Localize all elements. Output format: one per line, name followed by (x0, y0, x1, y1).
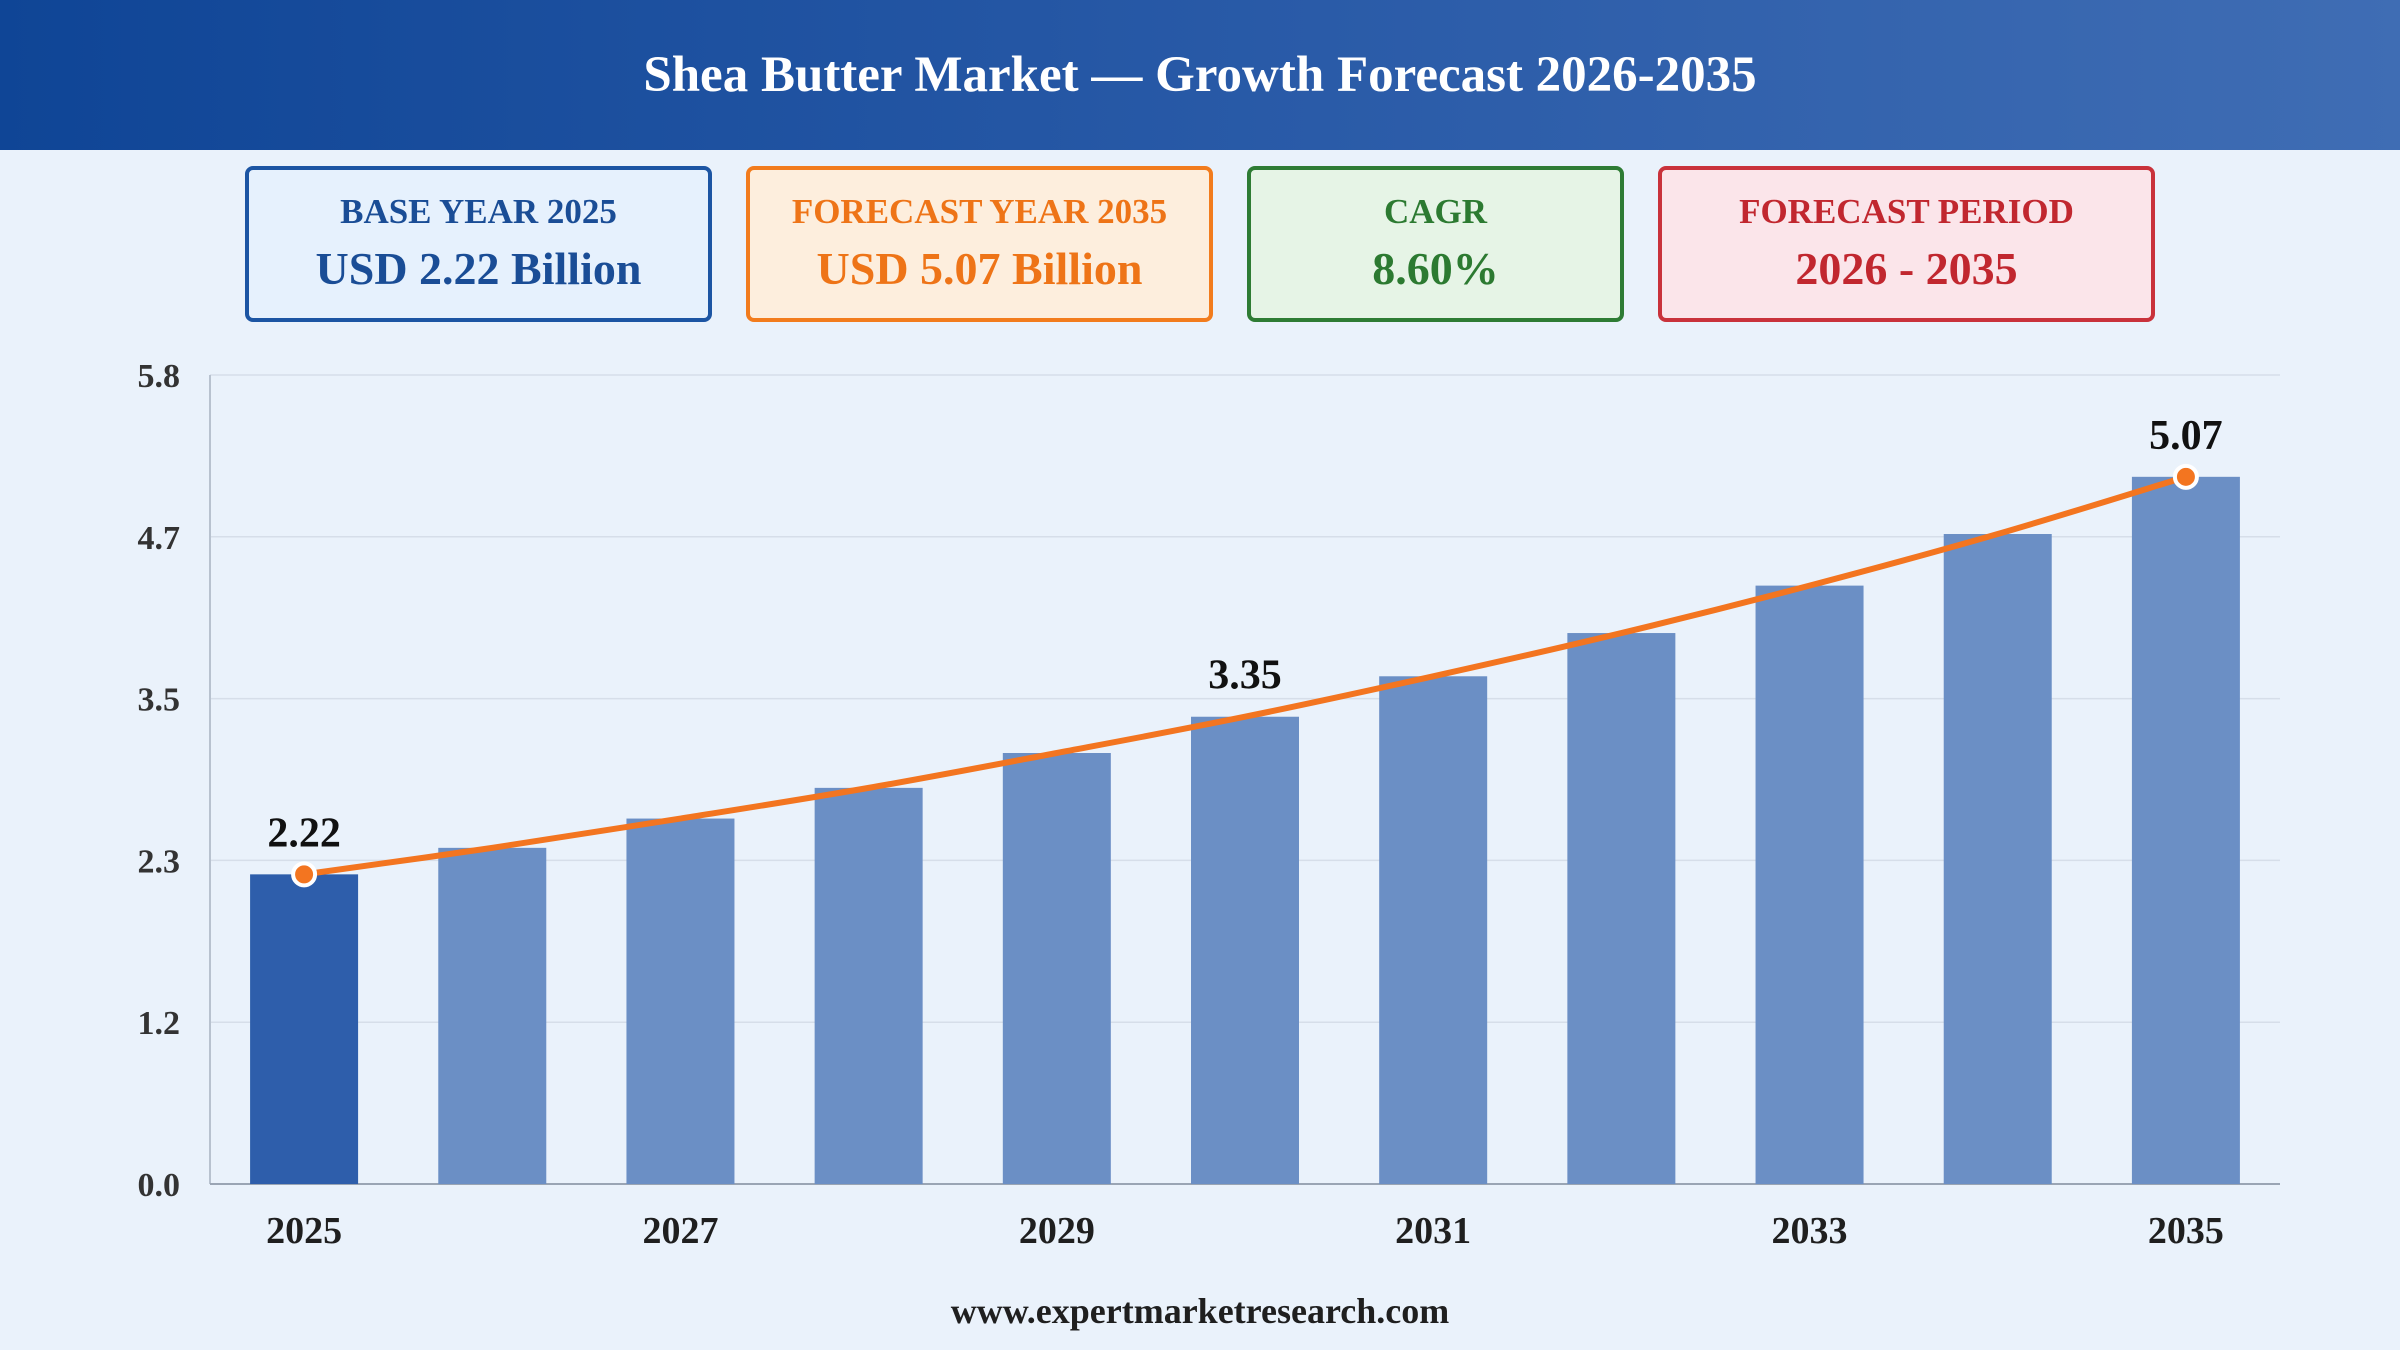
kpi-base-value: USD 2.22 Billion (315, 242, 642, 294)
kpi-cagr-label: CAGR (1383, 192, 1488, 232)
kpi-card-base-year: BASE YEAR 2025 USD 2.22 Billion (245, 166, 712, 322)
x-tick-label: 2025 (266, 1210, 342, 1252)
x-tick-label: 2033 (1772, 1210, 1848, 1252)
kpi-period-label: FORECAST PERIOD (1739, 192, 2074, 232)
y-tick-label: 2.3 (138, 843, 181, 880)
y-tick-label: 0.0 (138, 1167, 181, 1204)
kpi-base-label: BASE YEAR 2025 (340, 192, 617, 232)
data-label: 3.35 (1208, 653, 1282, 699)
y-tick-label: 3.5 (138, 682, 181, 719)
trend-marker (291, 861, 318, 888)
bar-2025 (250, 874, 359, 1184)
bar-2029 (1002, 752, 1111, 1184)
data-label: 2.22 (267, 810, 341, 856)
footer-url: www.expertmarketresearch.com (950, 1291, 1450, 1331)
bar-2032 (1567, 633, 1676, 1184)
kpi-card-forecast-year: FORECAST YEAR 2035 USD 5.07 Billion (746, 166, 1213, 322)
bar-2031 (1379, 676, 1488, 1184)
bar-2035 (2131, 476, 2240, 1185)
y-tick-label: 4.7 (138, 520, 181, 557)
bar-2034 (1943, 534, 2052, 1184)
bar-2030 (1191, 716, 1299, 1184)
bar-2027 (626, 818, 735, 1184)
kpi-period-value: 2026 - 2035 (1795, 242, 2018, 294)
page-title: Shea Butter Market — Growth Forecast 202… (643, 47, 1757, 103)
kpi-cagr-value: 8.60% (1372, 242, 1499, 294)
trend-line (301, 473, 2189, 878)
kpi-forecast-label: FORECAST YEAR 2035 (791, 192, 1168, 232)
kpi-forecast-value: USD 5.07 Billion (816, 242, 1143, 294)
bar-2026 (438, 847, 547, 1184)
x-tick-label: 2031 (1395, 1210, 1471, 1252)
x-tick-label: 2035 (2148, 1210, 2224, 1252)
x-tick-label: 2027 (642, 1210, 718, 1252)
x-tick-label: 2029 (1019, 1210, 1095, 1252)
y-tick-label: 1.2 (138, 1005, 181, 1042)
data-label: 5.07 (2149, 413, 2223, 459)
kpi-card-cagr: CAGR 8.60% (1247, 166, 1624, 322)
bar-2028 (814, 787, 923, 1184)
header-banner: Shea Butter Market — Growth Forecast 202… (0, 0, 2400, 150)
y-tick-label: 5.8 (138, 358, 181, 395)
kpi-card-forecast-period: FORECAST PERIOD 2026 - 2035 (1658, 166, 2155, 322)
bar-2033 (1755, 585, 1864, 1184)
trend-marker (2172, 463, 2199, 490)
